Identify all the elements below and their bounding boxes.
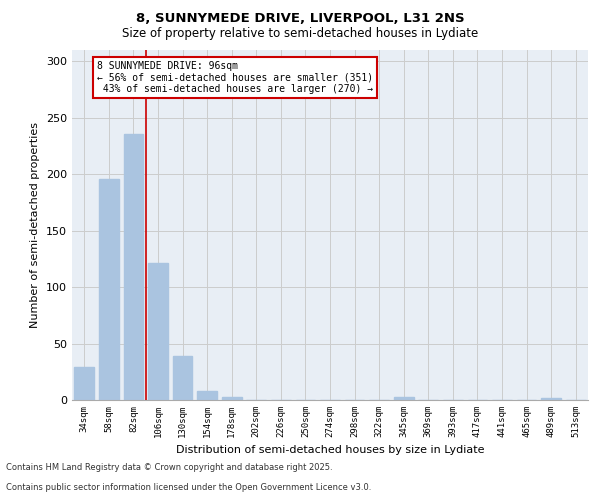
Bar [173, 356, 193, 400]
Text: Contains HM Land Registry data © Crown copyright and database right 2025.: Contains HM Land Registry data © Crown c… [6, 464, 332, 472]
Text: Contains public sector information licensed under the Open Government Licence v3: Contains public sector information licen… [6, 484, 371, 492]
Bar [148, 264, 168, 400]
Text: 8, SUNNYMEDE DRIVE, LIVERPOOL, L31 2NS: 8, SUNNYMEDE DRIVE, LIVERPOOL, L31 2NS [136, 12, 464, 26]
Y-axis label: Number of semi-detached properties: Number of semi-detached properties [31, 122, 40, 328]
Bar [222, 396, 242, 400]
Bar [197, 391, 217, 400]
Text: 8 SUNNYMEDE DRIVE: 96sqm
← 56% of semi-detached houses are smaller (351)
 43% of: 8 SUNNYMEDE DRIVE: 96sqm ← 56% of semi-d… [97, 62, 373, 94]
Bar [99, 178, 119, 400]
Bar [74, 368, 94, 400]
X-axis label: Distribution of semi-detached houses by size in Lydiate: Distribution of semi-detached houses by … [176, 446, 484, 456]
Text: Size of property relative to semi-detached houses in Lydiate: Size of property relative to semi-detach… [122, 28, 478, 40]
Bar [541, 398, 561, 400]
Bar [124, 134, 143, 400]
Bar [394, 396, 413, 400]
